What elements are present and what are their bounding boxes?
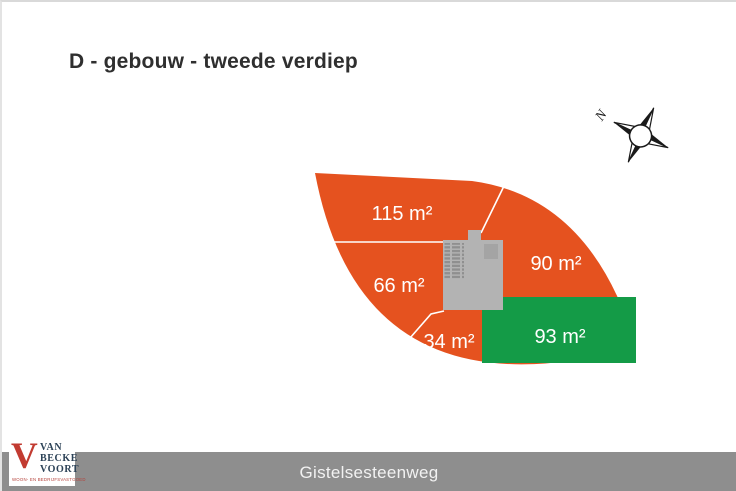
page-title: D - gebouw - tweede verdiep <box>69 50 358 73</box>
north-label: N <box>594 107 611 125</box>
green-zone-93 <box>482 297 636 363</box>
area-label-66: 66 m² <box>373 275 424 297</box>
agency-logo: V VAN BECKE VOORT WOON- EN BEDRIJFSVASTG… <box>9 436 86 486</box>
logo-word-van: VAN <box>40 442 63 453</box>
logo-word-voort: VOORT <box>40 464 80 475</box>
building-tower <box>468 230 481 242</box>
street-name: Gistelsesteenweg <box>299 462 439 482</box>
divider-66-34 <box>409 310 445 339</box>
footer-bar: Gistelsesteenweg <box>2 452 736 491</box>
logo-tagline: WOON- EN BEDRIJFSVASTGOED <box>12 478 86 483</box>
area-label-93: 93 m² <box>534 326 585 348</box>
logo-wordmark: VAN BECKE VOORT <box>40 442 79 475</box>
area-label-115: 115 m² <box>372 203 433 225</box>
building-stair-grid <box>444 243 464 279</box>
logo-v-mark: V <box>11 436 38 477</box>
logo-word-becke: BECKE <box>40 453 79 464</box>
area-label-34: 34 m² <box>423 331 474 353</box>
compass-icon: N <box>594 107 669 163</box>
site-diagram: 115 m² 66 m² 90 m² 34 m² 93 m² <box>315 173 636 365</box>
building-roof-block <box>484 244 498 259</box>
building-footprint <box>443 230 503 310</box>
divider-115-90 <box>480 185 505 234</box>
area-label-90: 90 m² <box>530 253 581 275</box>
